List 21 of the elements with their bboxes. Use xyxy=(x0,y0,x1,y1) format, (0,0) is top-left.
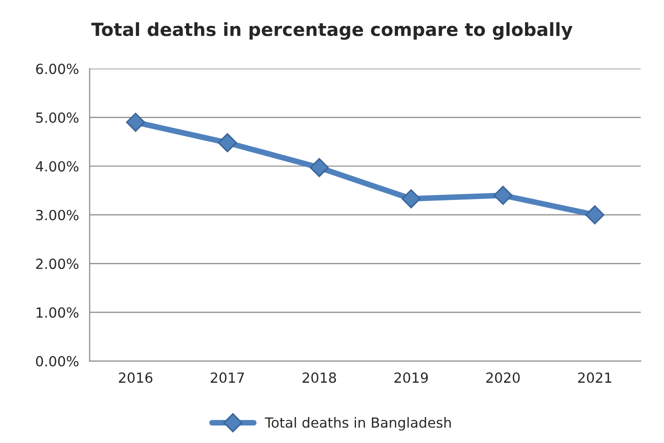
x-tick-label: 2020 xyxy=(486,372,520,383)
y-tick-label: 1.00% xyxy=(36,307,78,318)
y-tick-label: 0.00% xyxy=(36,356,78,367)
x-tick-label: 2017 xyxy=(210,372,244,383)
y-tick-label: 3.00% xyxy=(36,210,78,220)
point xyxy=(585,205,604,224)
chart-title: Total deaths in percentage compare to globally xyxy=(91,22,572,40)
point xyxy=(493,186,513,205)
y-tick-label: 5.00% xyxy=(36,112,78,123)
x-tick-label: 2016 xyxy=(118,372,152,383)
y-tick-label: 2.00% xyxy=(36,258,78,270)
y-tick-label: 4.00% xyxy=(36,161,78,172)
point xyxy=(310,158,329,178)
y-tick-label: 6.00% xyxy=(36,64,78,74)
legend-label: Total deaths in Bangladesh xyxy=(264,417,451,430)
point xyxy=(126,112,146,132)
x-tick-label: 2021 xyxy=(578,372,612,383)
x-tick-label: 2019 xyxy=(394,372,428,383)
point xyxy=(402,189,421,208)
x-tick-label: 2018 xyxy=(302,372,336,383)
point xyxy=(218,133,237,152)
